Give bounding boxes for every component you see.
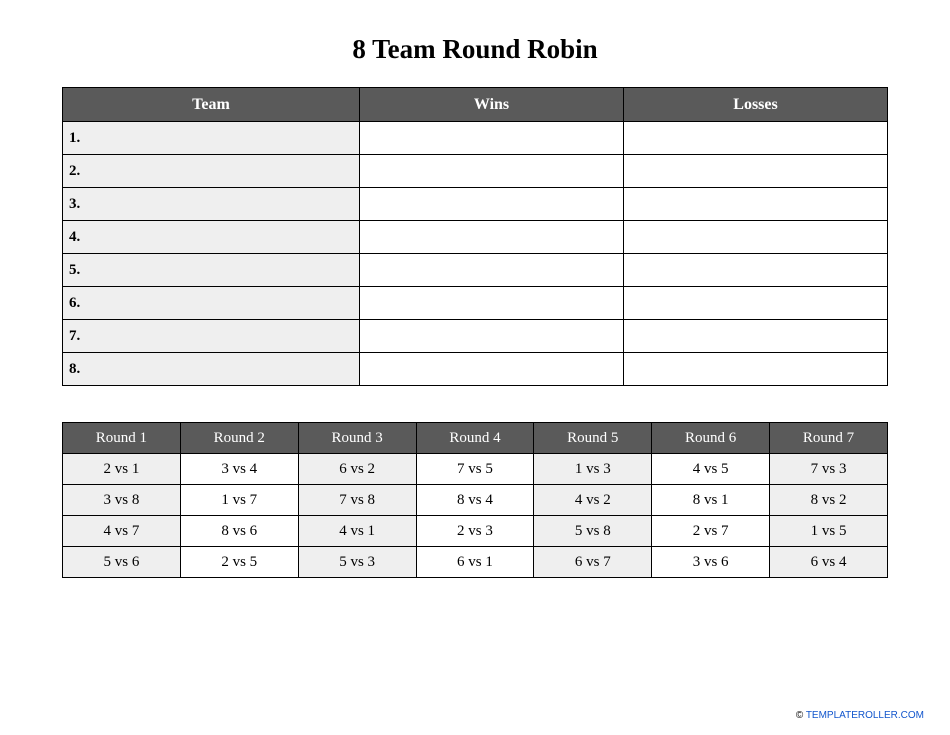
footer-link[interactable]: TEMPLATEROLLER.COM	[806, 710, 924, 721]
team-label-cell: 2.	[63, 155, 360, 188]
matchup-cell: 7 vs 8	[298, 485, 416, 516]
schedule-row: 4 vs 78 vs 64 vs 12 vs 35 vs 82 vs 71 vs…	[63, 516, 888, 547]
wins-cell	[360, 221, 624, 254]
team-label-cell: 5.	[63, 254, 360, 287]
matchup-cell: 1 vs 7	[180, 485, 298, 516]
standings-row: 3.	[63, 188, 888, 221]
losses-cell	[624, 188, 888, 221]
team-label-cell: 7.	[63, 320, 360, 353]
wins-cell	[360, 353, 624, 386]
schedule-header-cell: Round 1	[63, 423, 181, 454]
matchup-cell: 4 vs 7	[63, 516, 181, 547]
losses-cell	[624, 254, 888, 287]
wins-cell	[360, 254, 624, 287]
wins-cell	[360, 122, 624, 155]
footer-credit: © TEMPLATEROLLER.COM	[796, 710, 924, 721]
page-title: 8 Team Round Robin	[62, 34, 888, 65]
matchup-cell: 4 vs 2	[534, 485, 652, 516]
schedule-table: Round 1Round 2Round 3Round 4Round 5Round…	[62, 422, 888, 578]
schedule-header-cell: Round 7	[770, 423, 888, 454]
schedule-header-cell: Round 5	[534, 423, 652, 454]
matchup-cell: 5 vs 3	[298, 547, 416, 578]
matchup-cell: 4 vs 1	[298, 516, 416, 547]
matchup-cell: 6 vs 7	[534, 547, 652, 578]
matchup-cell: 3 vs 8	[63, 485, 181, 516]
matchup-cell: 7 vs 3	[770, 454, 888, 485]
matchup-cell: 8 vs 1	[652, 485, 770, 516]
wins-cell	[360, 188, 624, 221]
matchup-cell: 3 vs 4	[180, 454, 298, 485]
matchup-cell: 4 vs 5	[652, 454, 770, 485]
matchup-cell: 8 vs 4	[416, 485, 534, 516]
standings-row: 7.	[63, 320, 888, 353]
matchup-cell: 7 vs 5	[416, 454, 534, 485]
losses-cell	[624, 287, 888, 320]
matchup-cell: 6 vs 2	[298, 454, 416, 485]
matchup-cell: 2 vs 1	[63, 454, 181, 485]
losses-cell	[624, 353, 888, 386]
losses-cell	[624, 320, 888, 353]
matchup-cell: 3 vs 6	[652, 547, 770, 578]
wins-cell	[360, 155, 624, 188]
matchup-cell: 2 vs 5	[180, 547, 298, 578]
schedule-header-cell: Round 4	[416, 423, 534, 454]
standings-header-cell: Losses	[624, 88, 888, 122]
standings-row: 5.	[63, 254, 888, 287]
matchup-cell: 6 vs 1	[416, 547, 534, 578]
wins-cell	[360, 287, 624, 320]
losses-cell	[624, 221, 888, 254]
matchup-cell: 2 vs 3	[416, 516, 534, 547]
standings-row: 4.	[63, 221, 888, 254]
team-label-cell: 1.	[63, 122, 360, 155]
standings-row: 2.	[63, 155, 888, 188]
standings-header-cell: Wins	[360, 88, 624, 122]
losses-cell	[624, 122, 888, 155]
schedule-row: 3 vs 81 vs 77 vs 88 vs 44 vs 28 vs 18 vs…	[63, 485, 888, 516]
standings-table: TeamWinsLosses 1.2.3.4.5.6.7.8.	[62, 87, 888, 386]
matchup-cell: 2 vs 7	[652, 516, 770, 547]
standings-row: 6.	[63, 287, 888, 320]
schedule-row: 5 vs 62 vs 55 vs 36 vs 16 vs 73 vs 66 vs…	[63, 547, 888, 578]
matchup-cell: 5 vs 6	[63, 547, 181, 578]
losses-cell	[624, 155, 888, 188]
matchup-cell: 5 vs 8	[534, 516, 652, 547]
schedule-header-cell: Round 2	[180, 423, 298, 454]
team-label-cell: 4.	[63, 221, 360, 254]
matchup-cell: 1 vs 3	[534, 454, 652, 485]
schedule-header-cell: Round 3	[298, 423, 416, 454]
standings-row: 1.	[63, 122, 888, 155]
wins-cell	[360, 320, 624, 353]
matchup-cell: 1 vs 5	[770, 516, 888, 547]
matchup-cell: 6 vs 4	[770, 547, 888, 578]
schedule-row: 2 vs 13 vs 46 vs 27 vs 51 vs 34 vs 57 vs…	[63, 454, 888, 485]
standings-header-cell: Team	[63, 88, 360, 122]
footer-prefix: ©	[796, 710, 806, 721]
matchup-cell: 8 vs 2	[770, 485, 888, 516]
matchup-cell: 8 vs 6	[180, 516, 298, 547]
standings-row: 8.	[63, 353, 888, 386]
team-label-cell: 6.	[63, 287, 360, 320]
team-label-cell: 8.	[63, 353, 360, 386]
schedule-header-cell: Round 6	[652, 423, 770, 454]
team-label-cell: 3.	[63, 188, 360, 221]
